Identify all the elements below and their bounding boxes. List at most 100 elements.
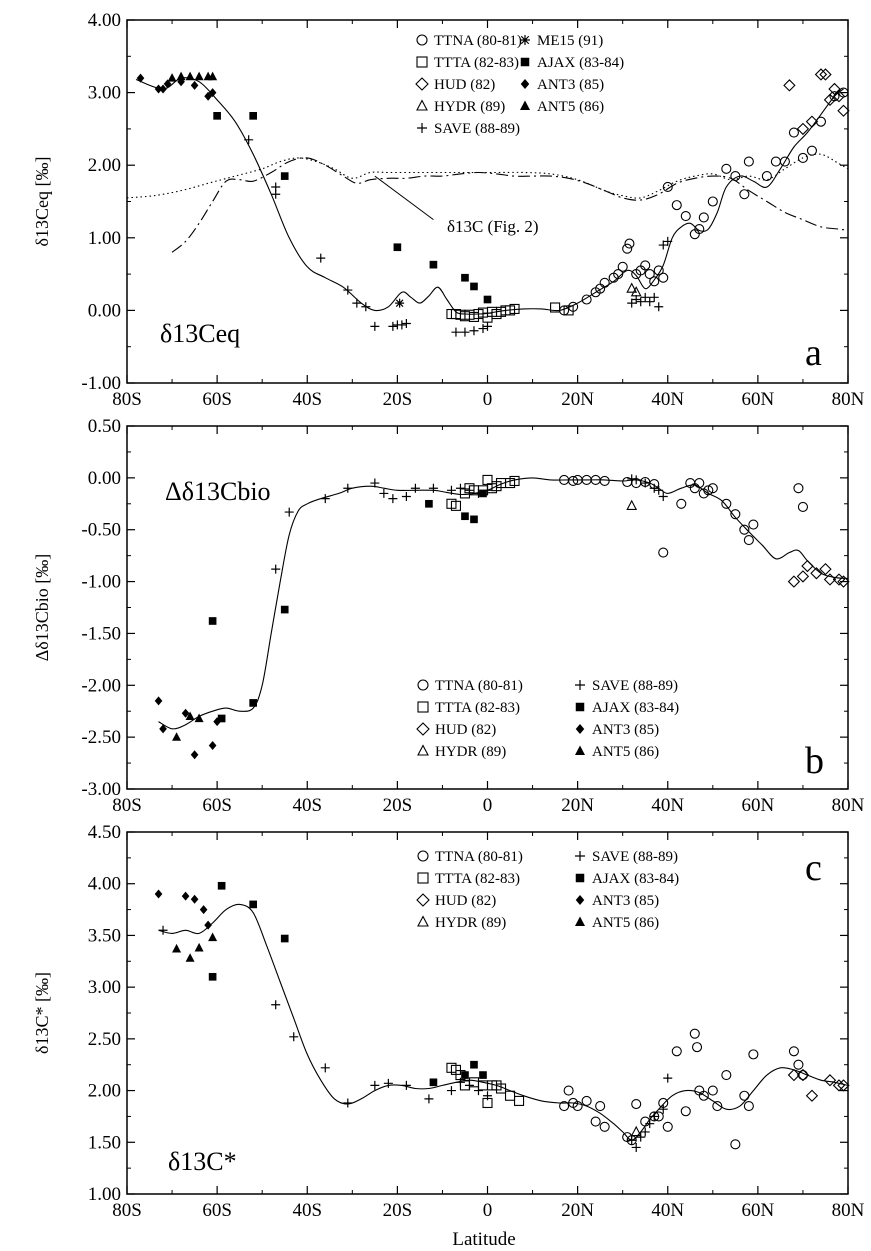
- data-point-hud-82: [810, 567, 823, 580]
- data-point-save-88-89: [645, 297, 655, 307]
- data-point-hud-82: [783, 79, 796, 92]
- data-point-hydr-89: [626, 282, 638, 293]
- data-point-ttna-80-81: [563, 1085, 574, 1096]
- data-point-ttna-80-81: [662, 181, 673, 193]
- y-axis-label: Δδ13Cbio [‰]: [32, 554, 52, 662]
- data-point-save-88-89: [379, 488, 389, 498]
- data-point-save-88-89: [271, 189, 281, 199]
- data-point-save-88-89: [469, 326, 479, 336]
- x-tick-label: 0: [483, 1200, 493, 1221]
- data-point-ant5-86: [172, 732, 182, 741]
- legend-label: HYDR (89): [435, 744, 506, 760]
- data-point-ttna-80-81: [622, 243, 633, 254]
- data-point-ant5-86: [208, 71, 218, 81]
- data-point-ttta-82-83: [495, 1083, 507, 1094]
- x-tick-label: 60S: [202, 389, 232, 410]
- x-tick-label: 0: [483, 795, 493, 816]
- x-tick-label: 40N: [651, 389, 684, 410]
- y-tick-label: 4.00: [88, 874, 121, 895]
- x-tick-label: 40S: [292, 795, 322, 816]
- legend-label: ME15 (91): [537, 33, 603, 49]
- data-point-save-88-89: [640, 292, 650, 302]
- data-point-save-88-89: [284, 507, 294, 517]
- data-point-ajax-83-84: [429, 1078, 438, 1087]
- legend-marker-ttta-82-83: [417, 701, 429, 713]
- y-tick-label: 0.00: [88, 468, 121, 489]
- data-point-ajax-83-84: [249, 699, 257, 707]
- data-point-ttta-82-83: [563, 305, 574, 316]
- data-point-ttna-80-81: [788, 1046, 799, 1057]
- fig2-annotation: δ13C (Fig. 2): [447, 217, 539, 236]
- data-point-ttna-80-81: [815, 116, 827, 127]
- data-point-ttna-80-81: [712, 1101, 723, 1112]
- legend-marker-ajax-83-84: [575, 873, 585, 883]
- data-point-ajax-83-84: [208, 972, 217, 981]
- legend-marker-hud-82: [416, 893, 430, 907]
- x-tick-label: 80N: [832, 1200, 865, 1221]
- data-point-ttna-80-81: [599, 1121, 610, 1132]
- data-point-ttna-80-81: [694, 477, 705, 489]
- data-point-ttna-80-81: [707, 1085, 718, 1096]
- data-point-save-88-89: [370, 321, 380, 331]
- data-point-ajax-83-84: [280, 172, 289, 180]
- x-tick-label: 60S: [202, 1200, 232, 1221]
- data-point-hud-82: [823, 93, 837, 107]
- data-point-ant5-86: [194, 71, 204, 81]
- data-point-save-88-89: [654, 302, 664, 312]
- y-axis-label: δ13C* [‰]: [32, 972, 52, 1054]
- y-tick-label: -1.00: [81, 373, 121, 394]
- legend-label: TTTA (82-83): [434, 55, 519, 71]
- y-tick-label: 1.00: [88, 228, 121, 249]
- legend-label: ANT3 (85): [537, 77, 604, 93]
- data-point-ant3-85: [208, 88, 217, 98]
- data-point-ttna-80-81: [703, 485, 714, 496]
- panel-c: 80S 60S 40S 20S 0 20N 40N 60N 80N 1.00 1.50 2.00 2.5…: [32, 822, 865, 1221]
- data-point-save-88-89: [627, 298, 637, 308]
- legend-label: ANT3 (85): [592, 722, 659, 738]
- data-point-ttna-80-81: [797, 1070, 808, 1081]
- data-point-ttna-80-81: [730, 171, 741, 182]
- y-tick-label: -2.50: [81, 727, 121, 748]
- data-point-hydr-89: [626, 499, 638, 511]
- data-point-hud-82: [837, 575, 850, 588]
- data-point-ant3-85: [190, 80, 199, 90]
- panel-quantity-label: δ13Ceq: [160, 319, 240, 348]
- data-point-ttna-80-81: [761, 171, 772, 182]
- data-point-ttna-80-81: [707, 483, 718, 494]
- data-point-ttna-80-81: [748, 519, 759, 530]
- panel-letter: b: [805, 740, 824, 782]
- data-point-ttna-80-81: [613, 269, 624, 280]
- data-point-ttna-80-81: [658, 547, 669, 558]
- x-tick-label: 60S: [202, 795, 232, 816]
- data-point-ttna-80-81: [793, 1059, 804, 1070]
- data-point-save-88-89: [663, 236, 673, 246]
- legend-marker-hydr-89: [417, 915, 429, 927]
- data-point-ttna-80-81: [743, 1101, 754, 1112]
- y-tick-label: 3.50: [88, 925, 121, 946]
- data-point-save-88-89: [271, 1000, 281, 1010]
- data-point-ant3-85: [213, 717, 221, 727]
- data-point-ttna-80-81: [617, 261, 628, 272]
- data-point-ant3-85: [159, 724, 167, 734]
- data-point-ttta-82-83: [482, 474, 493, 485]
- data-point-ant3-85: [154, 889, 163, 899]
- data-point-ajax-83-84: [213, 112, 221, 120]
- legend-marker-ant3-85: [520, 79, 530, 89]
- data-point-save-88-89: [658, 1104, 668, 1114]
- data-point-hud-82: [805, 1089, 819, 1102]
- y-tick-label: -1.00: [81, 572, 121, 593]
- legend-label: TTNA (80-81): [435, 849, 523, 865]
- data-point-save-88-89: [388, 321, 398, 331]
- x-tick-label: 20S: [383, 795, 413, 816]
- legend-label: ANT5 (86): [592, 744, 659, 760]
- x-tick-label: 60N: [742, 795, 775, 816]
- data-point-ttna-80-81: [599, 475, 610, 487]
- data-point-ttna-80-81: [680, 210, 691, 222]
- x-tick-label: 60N: [742, 1200, 775, 1221]
- data-point-ajax-83-84: [461, 273, 469, 282]
- data-point-save-88-89: [658, 492, 668, 502]
- data-point-ajax-83-84: [470, 1060, 478, 1069]
- data-point-save-88-89: [343, 1098, 353, 1108]
- data-point-hud-82: [796, 570, 810, 583]
